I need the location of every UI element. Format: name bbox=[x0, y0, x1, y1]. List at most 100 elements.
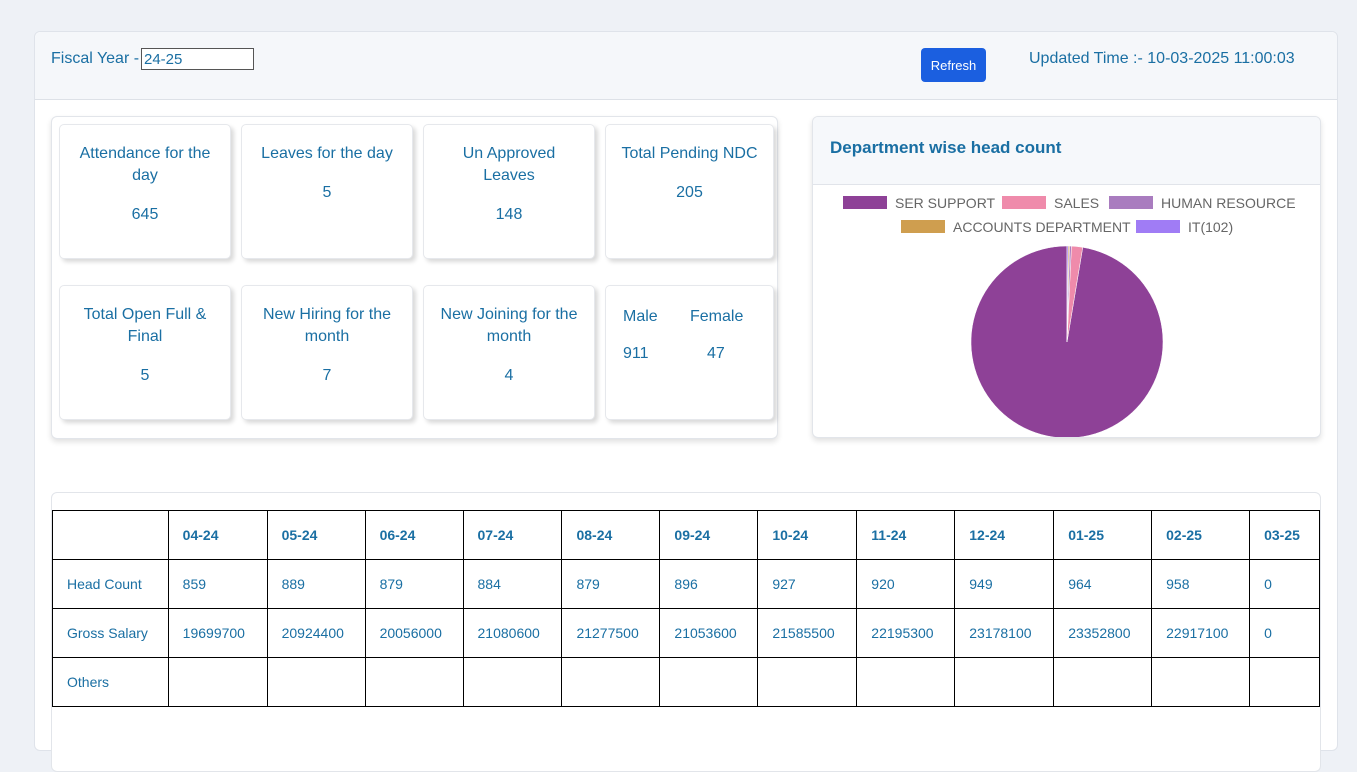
month-header: 08-24 bbox=[561, 510, 661, 560]
table-cell: 859 bbox=[167, 559, 268, 609]
monthly-table: 04-24 05-24 06-24 07-24 08-24 09-24 10-24 11-24… bbox=[52, 510, 1320, 707]
female-column: Female 47 bbox=[690, 308, 743, 363]
refresh-button[interactable]: Refresh bbox=[921, 48, 986, 82]
card-attendance[interactable]: Attendance for the day 645 bbox=[59, 124, 231, 259]
month-header: 06-24 bbox=[364, 510, 464, 560]
card-gender[interactable]: Male 911 Female 47 bbox=[605, 285, 774, 420]
fiscal-year-input[interactable] bbox=[141, 48, 254, 70]
month-header: 05-24 bbox=[266, 510, 366, 560]
table-cell: 0 bbox=[1249, 608, 1320, 658]
table-row: Gross Salary 19699700 20924400 20056000 2108… bbox=[52, 608, 1320, 658]
table-cell: 949 bbox=[954, 559, 1055, 609]
card-title: New Hiring for the month bbox=[262, 306, 392, 345]
table-cell bbox=[561, 657, 661, 707]
table-cell bbox=[1053, 657, 1153, 707]
month-header: 04-24 bbox=[167, 510, 268, 560]
female-label: Female bbox=[690, 308, 744, 325]
card-value: 645 bbox=[131, 206, 159, 223]
legend-label: IT(102) bbox=[1188, 219, 1234, 235]
table-cell: 19699700 bbox=[167, 608, 268, 658]
card-value: 7 bbox=[322, 367, 332, 384]
table-cell: 889 bbox=[266, 559, 366, 609]
card-new-joining[interactable]: New Joining for the month 4 bbox=[423, 285, 595, 420]
dashboard-panel: Fiscal Year - Refresh Updated Time :- 10… bbox=[34, 31, 1338, 772]
legend-label: SALES bbox=[1054, 195, 1100, 211]
table-header-row: 04-24 05-24 06-24 07-24 08-24 09-24 10-24 11-24… bbox=[52, 510, 1320, 560]
table-cell bbox=[364, 657, 464, 707]
month-header: 02-25 bbox=[1151, 510, 1251, 560]
summary-cards: Attendance for the day 645 Leaves for th… bbox=[51, 116, 778, 439]
pie-slice-it-102[interactable] bbox=[1066, 245, 1069, 343]
legend-label: ACCOUNTS DEPARTMENT bbox=[953, 219, 1131, 235]
legend-ser-support[interactable]: SER SUPPORT bbox=[843, 195, 995, 211]
card-title: Total Pending NDC bbox=[621, 145, 758, 162]
card-value: 5 bbox=[322, 184, 332, 201]
legend-accounts-department[interactable]: ACCOUNTS DEPARTMENT bbox=[901, 219, 1131, 235]
table-cell bbox=[266, 657, 366, 707]
row-label: Gross Salary bbox=[52, 608, 169, 658]
department-pie-chart bbox=[970, 245, 1164, 438]
table-cell bbox=[1249, 657, 1320, 707]
legend-it[interactable]: IT(102) bbox=[1136, 219, 1233, 235]
table-cell: 20924400 bbox=[266, 608, 366, 658]
table-body: Head Count 859 889 879 884 879 896 927 920 949 964… bbox=[52, 559, 1320, 707]
table-cell: 21053600 bbox=[659, 608, 759, 658]
legend-swatch bbox=[1109, 196, 1153, 209]
table-cell: 879 bbox=[561, 559, 661, 609]
card-open-full-final[interactable]: Total Open Full & Final 5 bbox=[59, 285, 231, 420]
pie-slice-ser-support[interactable] bbox=[970, 245, 1164, 438]
card-unapproved-leaves[interactable]: Un Approved Leaves 148 bbox=[423, 124, 595, 259]
fiscal-year-label: Fiscal Year - bbox=[51, 50, 140, 67]
updated-time: Updated Time :- 10-03-2025 11:00:03 bbox=[1029, 50, 1295, 67]
month-header: 07-24 bbox=[462, 510, 563, 560]
table-corner-cell bbox=[52, 510, 169, 560]
table-cell bbox=[954, 657, 1055, 707]
card-title: Un Approved Leaves bbox=[462, 145, 556, 184]
table-cell bbox=[659, 657, 759, 707]
department-chart-card: Department wise head count SER SUPPORT S… bbox=[812, 116, 1321, 438]
top-bar: Fiscal Year - Refresh Updated Time :- 10… bbox=[35, 32, 1337, 100]
legend-swatch bbox=[1002, 196, 1046, 209]
table-cell: 22195300 bbox=[856, 608, 956, 658]
month-header: 12-24 bbox=[954, 510, 1055, 560]
month-header: 09-24 bbox=[659, 510, 759, 560]
table-cell: 22917100 bbox=[1151, 608, 1251, 658]
card-pending-ndc[interactable]: Total Pending NDC 205 bbox=[605, 124, 774, 259]
month-header: 03-25 bbox=[1249, 510, 1320, 560]
table-cell bbox=[462, 657, 563, 707]
card-value: 4 bbox=[504, 367, 514, 384]
card-leaves[interactable]: Leaves for the day 5 bbox=[241, 124, 413, 259]
table-cell bbox=[757, 657, 858, 707]
legend-human-resource[interactable]: HUMAN RESOURCE bbox=[1109, 195, 1296, 211]
table-cell: 20056000 bbox=[364, 608, 464, 658]
table-row: Others bbox=[52, 657, 1320, 707]
card-title: Leaves for the day bbox=[261, 145, 393, 162]
table-cell: 23178100 bbox=[954, 608, 1055, 658]
female-value: 47 bbox=[707, 345, 725, 362]
monthly-table-card: 04-24 05-24 06-24 07-24 08-24 09-24 10-24 11-24… bbox=[51, 492, 1321, 772]
month-header: 10-24 bbox=[757, 510, 858, 560]
table-cell: 21585500 bbox=[757, 608, 858, 658]
card-new-hiring[interactable]: New Hiring for the month 7 bbox=[241, 285, 413, 420]
table-cell: 958 bbox=[1151, 559, 1251, 609]
table-cell: 927 bbox=[757, 559, 858, 609]
table-cell bbox=[856, 657, 956, 707]
table-cell: 0 bbox=[1249, 559, 1320, 609]
card-value: 205 bbox=[676, 184, 703, 201]
table-cell bbox=[167, 657, 268, 707]
card-title: New Joining for the month bbox=[440, 306, 578, 345]
legend-swatch bbox=[901, 220, 945, 233]
table-cell: 23352800 bbox=[1053, 608, 1153, 658]
legend-swatch bbox=[1136, 220, 1180, 233]
department-chart-header: Department wise head count bbox=[813, 117, 1320, 185]
table-cell: 896 bbox=[659, 559, 759, 609]
month-header: 01-25 bbox=[1053, 510, 1153, 560]
legend-sales[interactable]: SALES bbox=[1002, 195, 1099, 211]
table-cell: 920 bbox=[856, 559, 956, 609]
month-header: 11-24 bbox=[856, 510, 956, 560]
card-value: 148 bbox=[495, 206, 523, 223]
table-cell bbox=[1151, 657, 1251, 707]
card-value: 5 bbox=[140, 367, 150, 384]
card-title: Attendance for the day bbox=[79, 145, 211, 184]
male-column: Male 911 bbox=[623, 308, 658, 363]
